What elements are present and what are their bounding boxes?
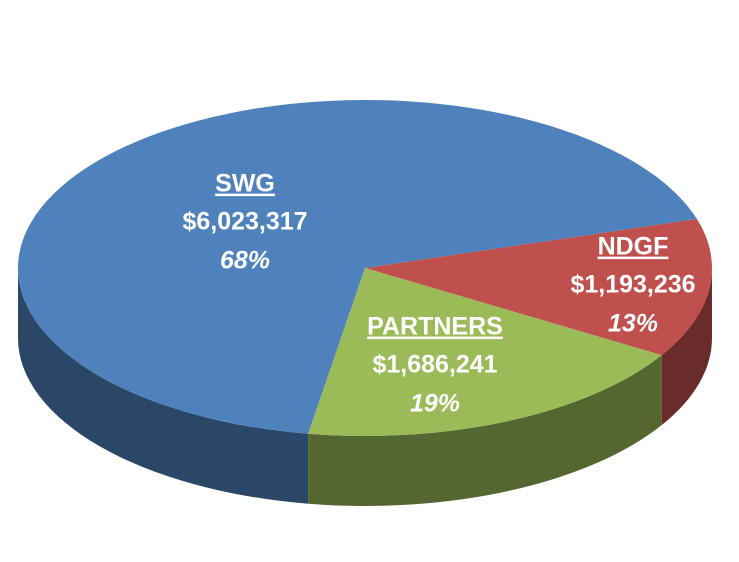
slice-side (308, 355, 662, 506)
slice (308, 268, 662, 436)
slice-percent-label: 13% (608, 310, 658, 338)
slice-value-label: $1,686,241 (372, 351, 497, 379)
slice-percent-label: 19% (410, 390, 460, 418)
slice-value-label: $1,193,236 (570, 271, 695, 299)
slice-value-label: $6,023,317 (182, 208, 307, 236)
slice-percent-label: 68% (220, 247, 270, 275)
slice-category: SWG (215, 170, 275, 198)
slice (365, 218, 712, 356)
slice-category: PARTNERS (367, 313, 503, 341)
slice-category: NDGF (598, 233, 669, 261)
slice-side (661, 268, 712, 426)
slice (18, 100, 697, 434)
slice-side (18, 268, 309, 504)
